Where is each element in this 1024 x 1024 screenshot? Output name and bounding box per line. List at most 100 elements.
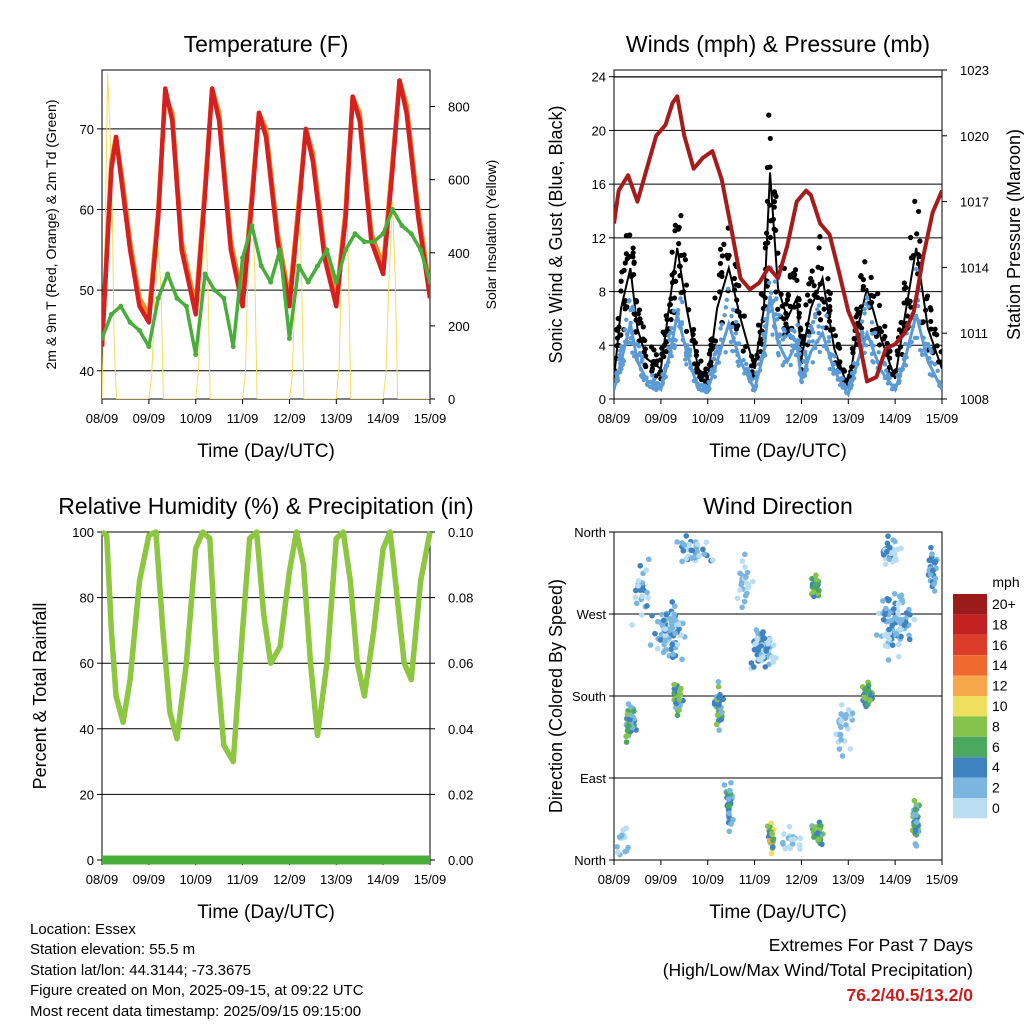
- direction-point: [836, 746, 843, 752]
- direction-point: [913, 819, 920, 825]
- wind-point: [810, 319, 816, 325]
- x-tick-label: 10/09: [691, 872, 724, 887]
- dewpoint-point: [118, 303, 124, 309]
- direction-point: [753, 627, 760, 633]
- direction-point: [892, 551, 898, 557]
- x-tick-label: 15/09: [926, 872, 959, 887]
- direction-point: [769, 830, 775, 837]
- direction-point: [716, 702, 722, 708]
- wind-point: [630, 304, 635, 310]
- wind-point: [787, 333, 792, 338]
- y2-axis-label: Solar Insolation (Yellow): [483, 160, 499, 310]
- gust-point: [907, 298, 913, 304]
- gust-point: [927, 305, 933, 311]
- x-tick-label: 08/09: [598, 411, 631, 426]
- direction-point: [764, 823, 771, 829]
- dewpoint-point: [193, 352, 199, 358]
- direction-point: [813, 572, 819, 578]
- wind-point: [671, 308, 677, 314]
- wind-point: [903, 341, 908, 347]
- y-tick-label: 4: [599, 338, 606, 353]
- gust-point: [775, 306, 781, 312]
- gust-point: [868, 274, 874, 280]
- gust-point: [804, 292, 811, 298]
- direction-point: [892, 538, 898, 545]
- direction-point: [663, 611, 670, 618]
- wind-line: [614, 295, 942, 399]
- gust-point: [731, 275, 738, 282]
- direction-point: [932, 558, 939, 565]
- humidity-line: [100, 529, 433, 765]
- direction-point: [843, 722, 849, 728]
- direction-point: [913, 812, 919, 819]
- direction-point: [647, 642, 654, 648]
- y2-tick-label: 400: [448, 246, 470, 261]
- direction-point: [679, 558, 685, 565]
- direction-point: [838, 718, 844, 724]
- direction-point: [637, 562, 644, 569]
- x-tick-label: 12/09: [785, 411, 818, 426]
- gust-point: [825, 289, 831, 295]
- dewpoint-point: [202, 271, 208, 277]
- speed-legend: mph 20+ 18 16 14 12 10 8 6 4 2 0: [953, 574, 1020, 819]
- gust-point: [740, 348, 746, 354]
- extremes-subtitle: (High/Low/Max Wind/Total Precipitation): [662, 960, 973, 980]
- wind-point: [703, 383, 708, 388]
- chart-title: Relative Humidity (%) & Precipitation (i…: [58, 493, 473, 519]
- direction-point: [624, 727, 631, 734]
- direction-point: [700, 546, 706, 553]
- wind-point: [639, 354, 645, 360]
- y-axis-label: Percent & Total Rainfall: [30, 603, 50, 790]
- gust-point: [928, 326, 934, 332]
- wind-point: [728, 339, 734, 345]
- direction-point: [752, 640, 759, 647]
- gust-point: [783, 301, 789, 307]
- y-axis-label: 2m & 9m T (Red, Orange) & 2m Td (Green): [43, 100, 59, 370]
- y2-tick-label: 1008: [960, 392, 989, 407]
- direction-point: [847, 746, 854, 752]
- gust-point: [908, 304, 914, 310]
- gust-point: [676, 240, 682, 247]
- gust-line: [614, 172, 942, 390]
- direction-point: [889, 622, 895, 629]
- wind-point: [772, 279, 778, 284]
- direction-point: [929, 551, 935, 557]
- dewpoint-point: [333, 279, 339, 285]
- extremes-box: Extremes For Past 7 Days (High/Low/Max W…: [663, 933, 973, 1008]
- direction-point: [623, 825, 629, 832]
- direction-point: [671, 681, 677, 688]
- wind-point: [774, 317, 780, 322]
- y2-tick-label: 1020: [960, 129, 989, 144]
- gust-point: [924, 293, 931, 299]
- y2-tick-label: 0.06: [448, 656, 473, 671]
- x-tick-label: 13/09: [320, 411, 353, 426]
- direction-point: [743, 574, 749, 580]
- dewpoint-point: [183, 303, 189, 309]
- gust-point: [914, 231, 920, 237]
- wind-point: [863, 301, 868, 307]
- wind-point: [650, 373, 655, 378]
- direction-point: [885, 618, 891, 625]
- legend-label: 14: [992, 657, 1008, 673]
- direction-point: [635, 577, 642, 584]
- direction-point: [755, 647, 762, 653]
- direction-point: [770, 837, 776, 844]
- x-tick-label: 09/09: [133, 872, 166, 887]
- wind-point: [827, 366, 833, 372]
- gust-point: [855, 311, 861, 317]
- direction-point: [645, 594, 651, 601]
- gust-point: [825, 276, 831, 282]
- gust-point: [622, 306, 628, 312]
- gust-point: [903, 285, 909, 291]
- y-tick-label: North: [574, 853, 606, 868]
- dewpoint-point: [343, 247, 349, 253]
- gust-point: [768, 218, 774, 224]
- wind-point: [806, 339, 812, 344]
- dewpoint-point: [315, 263, 321, 269]
- wind-point: [774, 297, 779, 302]
- direction-point: [754, 635, 760, 642]
- x-tick-label: 11/09: [739, 872, 771, 887]
- direction-point: [717, 716, 724, 723]
- direction-point: [701, 551, 708, 557]
